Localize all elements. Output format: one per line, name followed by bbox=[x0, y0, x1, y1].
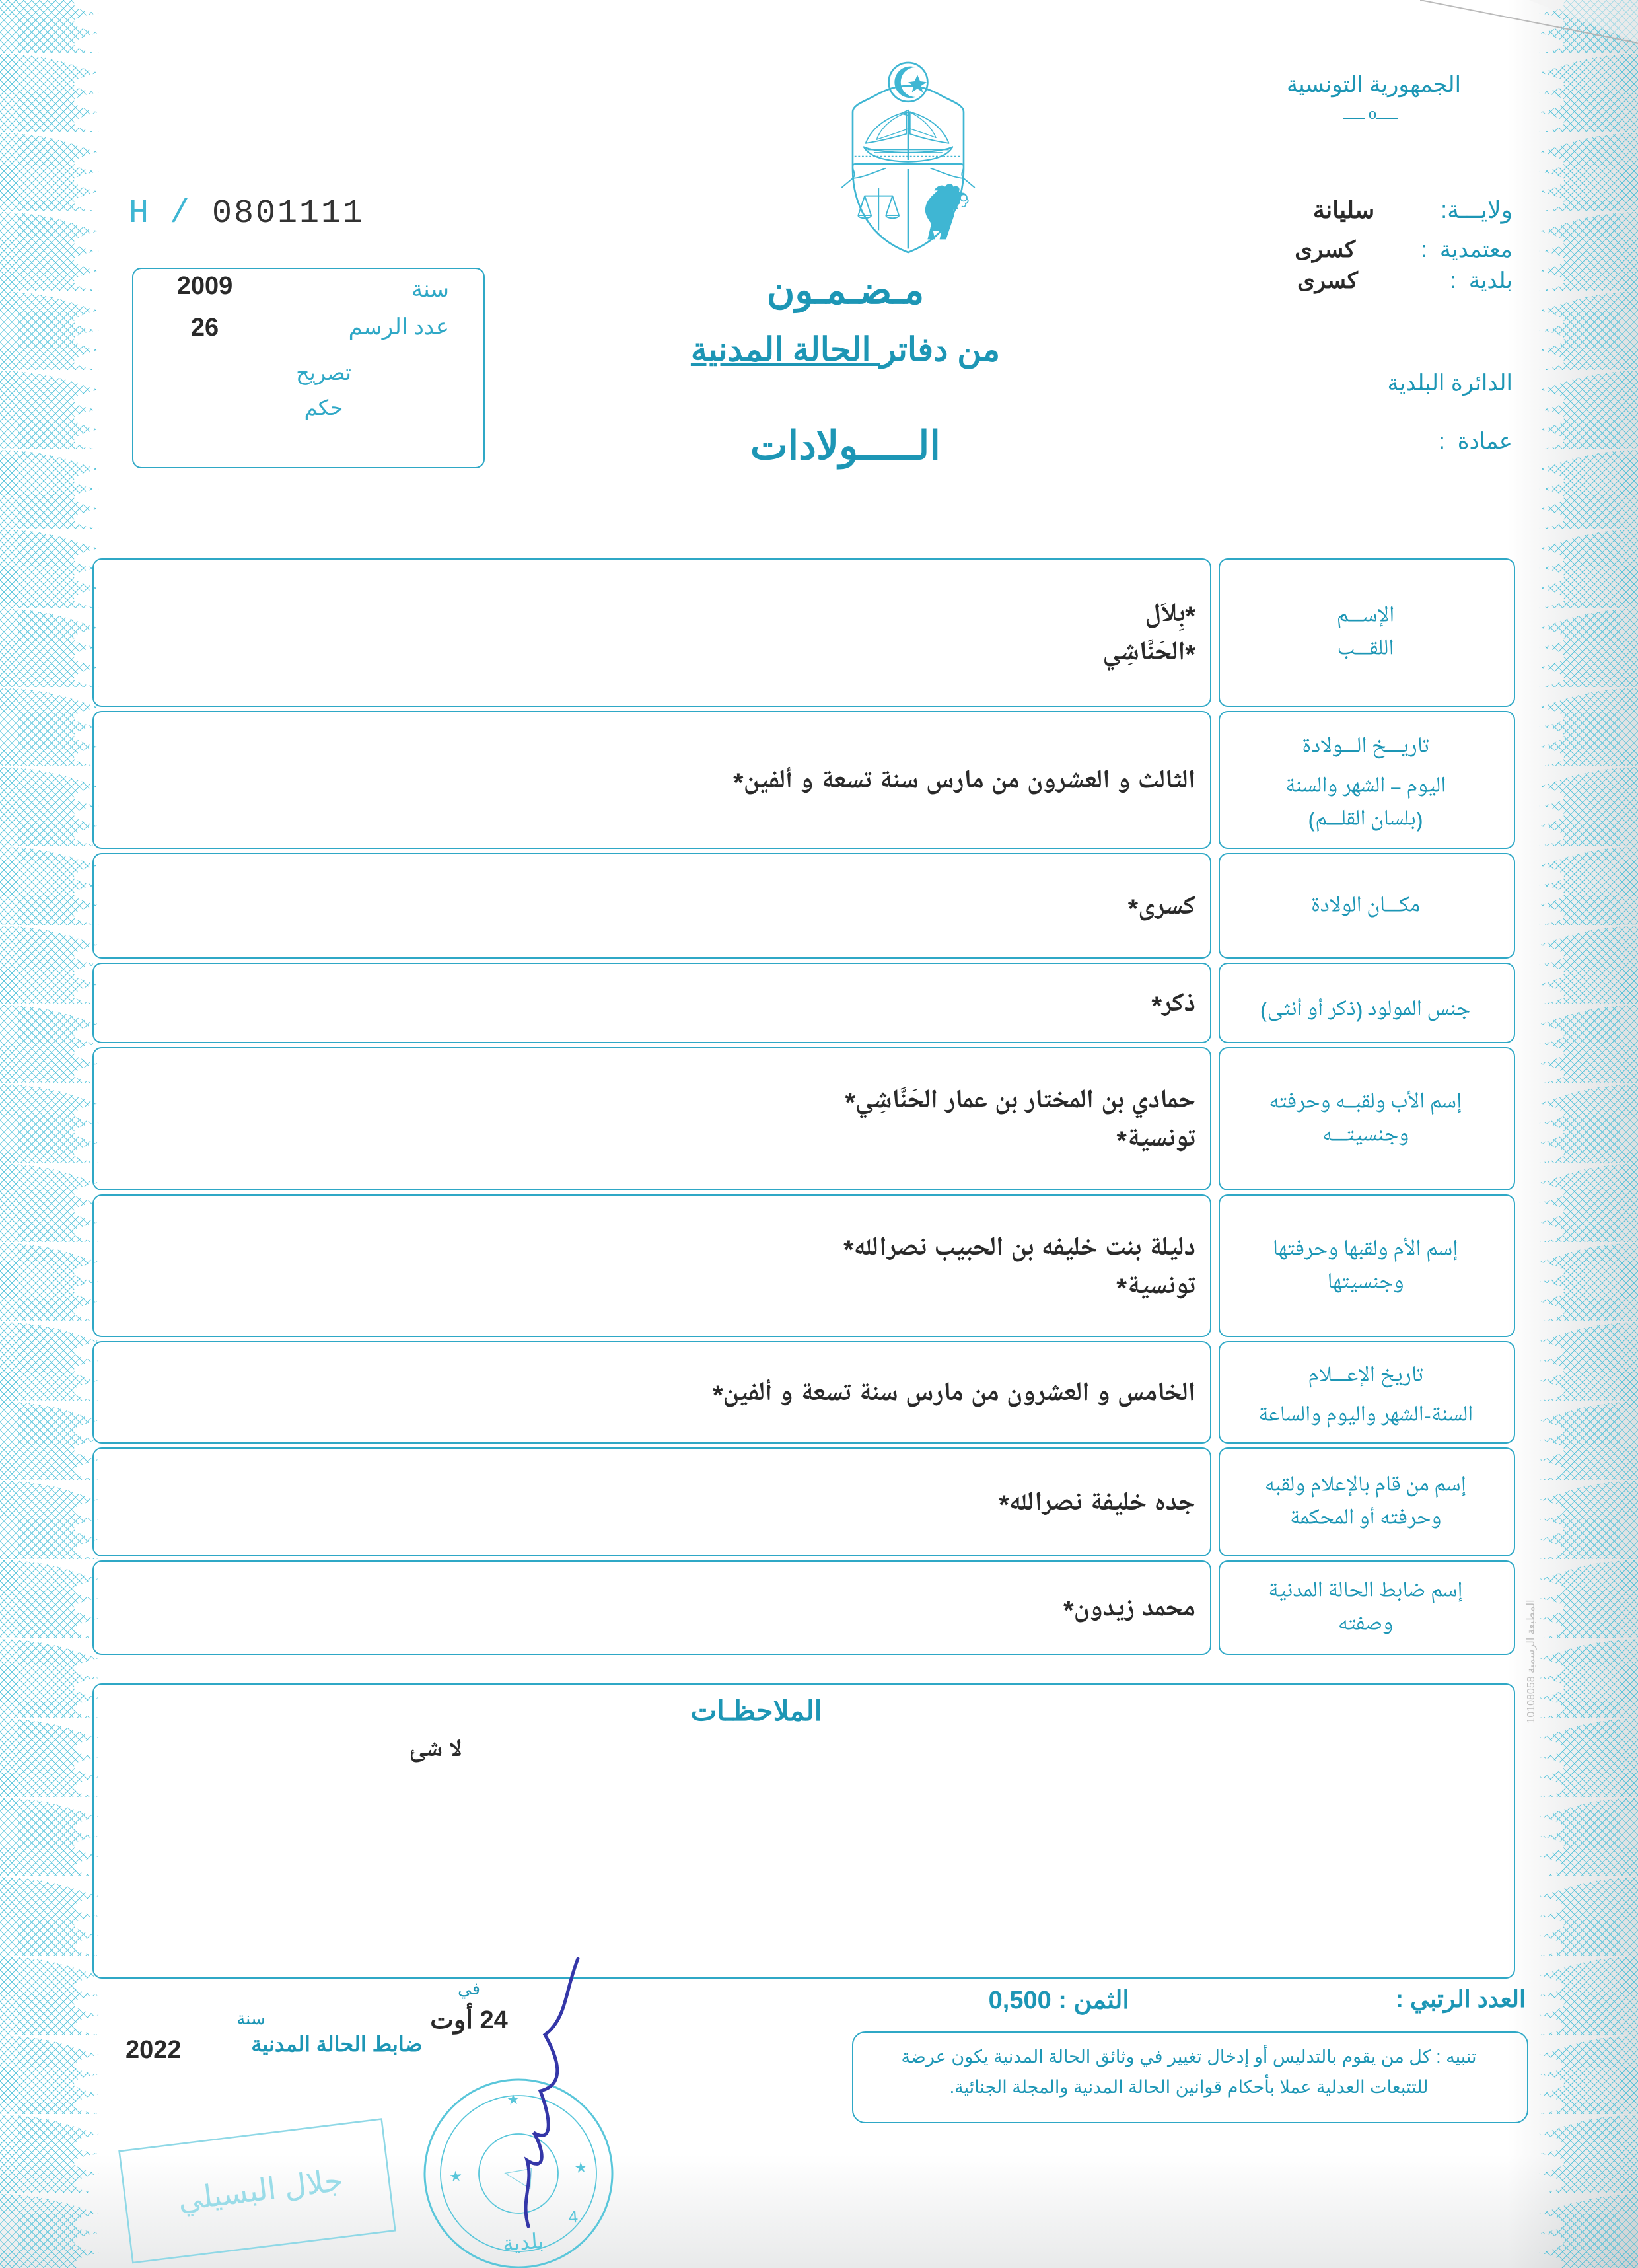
svg-text:جلال البسيلي: جلال البسيلي bbox=[176, 2163, 345, 2218]
